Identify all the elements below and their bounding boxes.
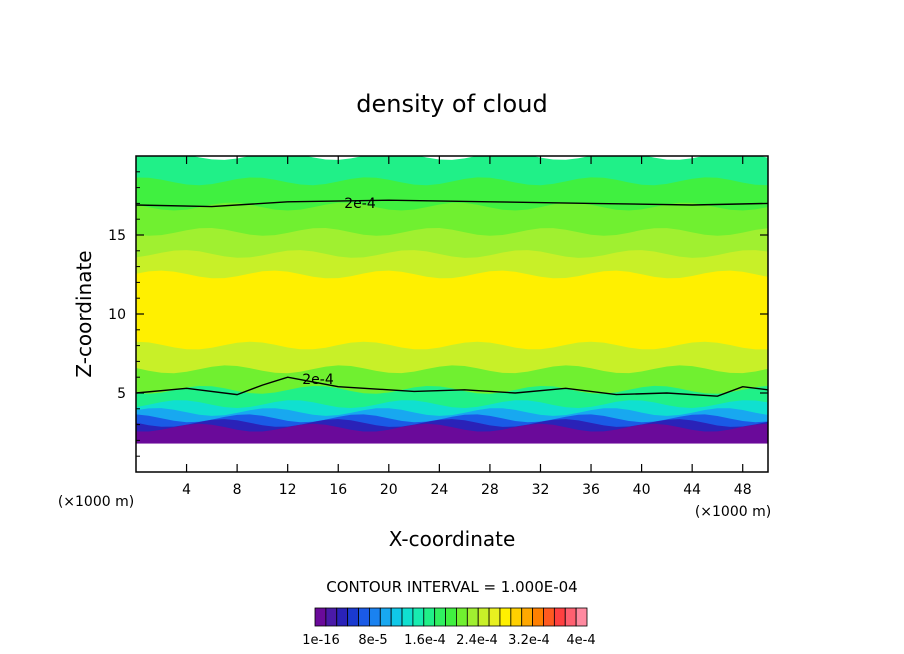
colorbar-swatch: [543, 607, 555, 627]
colorbar-swatch: [314, 607, 327, 627]
contour-line-upper: [136, 199, 768, 208]
x-unit-right: (×1000 m): [695, 504, 771, 520]
y-axis-ticks: 5 10 15: [108, 171, 768, 457]
chart-title: density of cloud: [356, 90, 547, 118]
x-tick-label: 36: [582, 482, 600, 498]
colorbar-swatch: [390, 607, 403, 627]
colorbar-swatch: [564, 607, 577, 627]
colorbar-swatch: [325, 607, 338, 627]
contour-lines: [136, 199, 768, 397]
colorbar-swatch: [347, 607, 359, 627]
y-tick-label: 10: [108, 307, 126, 323]
y-tick-label: 15: [108, 228, 126, 244]
colorbar-swatch: [423, 607, 436, 627]
x-tick-label: 8: [233, 482, 242, 498]
x-tick-label: 16: [329, 482, 347, 498]
colorbar-swatch: [477, 607, 490, 627]
x-axis-ticks: 4 8 12 16 20 24 28 32 36 40 44 48: [182, 156, 752, 498]
x-axis-label: X-coordinate: [389, 527, 516, 551]
colorbar-swatch: [466, 607, 479, 627]
colorbar: [314, 607, 588, 627]
contour-label-lower: 2e-4: [302, 372, 334, 388]
x-tick-label: 48: [734, 482, 752, 498]
colorbar-swatch: [401, 607, 414, 627]
colorbar-labels: 1e-16 8e-5 1.6e-4 2.4e-4 3.2e-4 4e-4: [302, 633, 595, 648]
colorbar-swatch: [488, 607, 501, 627]
colorbar-swatch: [336, 607, 349, 627]
colorbar-swatch: [553, 607, 566, 627]
contour-line-lower: [136, 376, 768, 397]
colorbar-swatch: [412, 607, 425, 627]
colorbar-label: 1.6e-4: [404, 633, 446, 648]
colorbar-swatch: [445, 607, 457, 627]
x-tick-label: 20: [380, 482, 398, 498]
contour-label-upper: 2e-4: [344, 196, 376, 212]
colorbar-swatch: [521, 607, 533, 627]
plot-area: [136, 156, 768, 472]
x-tick-label: 4: [182, 482, 191, 498]
colorbar-label: 3.2e-4: [508, 633, 550, 648]
x-tick-label: 44: [683, 482, 701, 498]
colorbar-label: 2.4e-4: [456, 633, 498, 648]
colorbar-swatch: [510, 607, 523, 627]
no-cloud-region: [136, 443, 768, 472]
x-tick-label: 40: [633, 482, 651, 498]
colorbar-swatch: [358, 607, 370, 627]
x-tick-label: 24: [430, 482, 448, 498]
colorbar-swatch: [434, 607, 446, 627]
colorbar-swatch: [368, 607, 381, 627]
x-unit-left: (×1000 m): [58, 494, 134, 510]
colorbar-swatch: [499, 607, 512, 627]
x-tick-label: 12: [279, 482, 297, 498]
colorbar-label: 4e-4: [566, 633, 595, 648]
colorbar-swatch: [456, 607, 468, 627]
x-tick-label: 28: [481, 482, 499, 498]
x-tick-label: 32: [532, 482, 550, 498]
colorbar-swatch: [575, 607, 588, 627]
colorbar-swatch: [532, 607, 544, 627]
y-axis-label: Z-coordinate: [72, 250, 96, 377]
y-tick-label: 5: [117, 386, 126, 402]
colorbar-label: 1e-16: [302, 633, 340, 648]
colorbar-label: 8e-5: [358, 633, 387, 648]
colorbar-swatch: [379, 607, 392, 627]
contour-interval-text: CONTOUR INTERVAL = 1.000E-04: [326, 578, 577, 596]
